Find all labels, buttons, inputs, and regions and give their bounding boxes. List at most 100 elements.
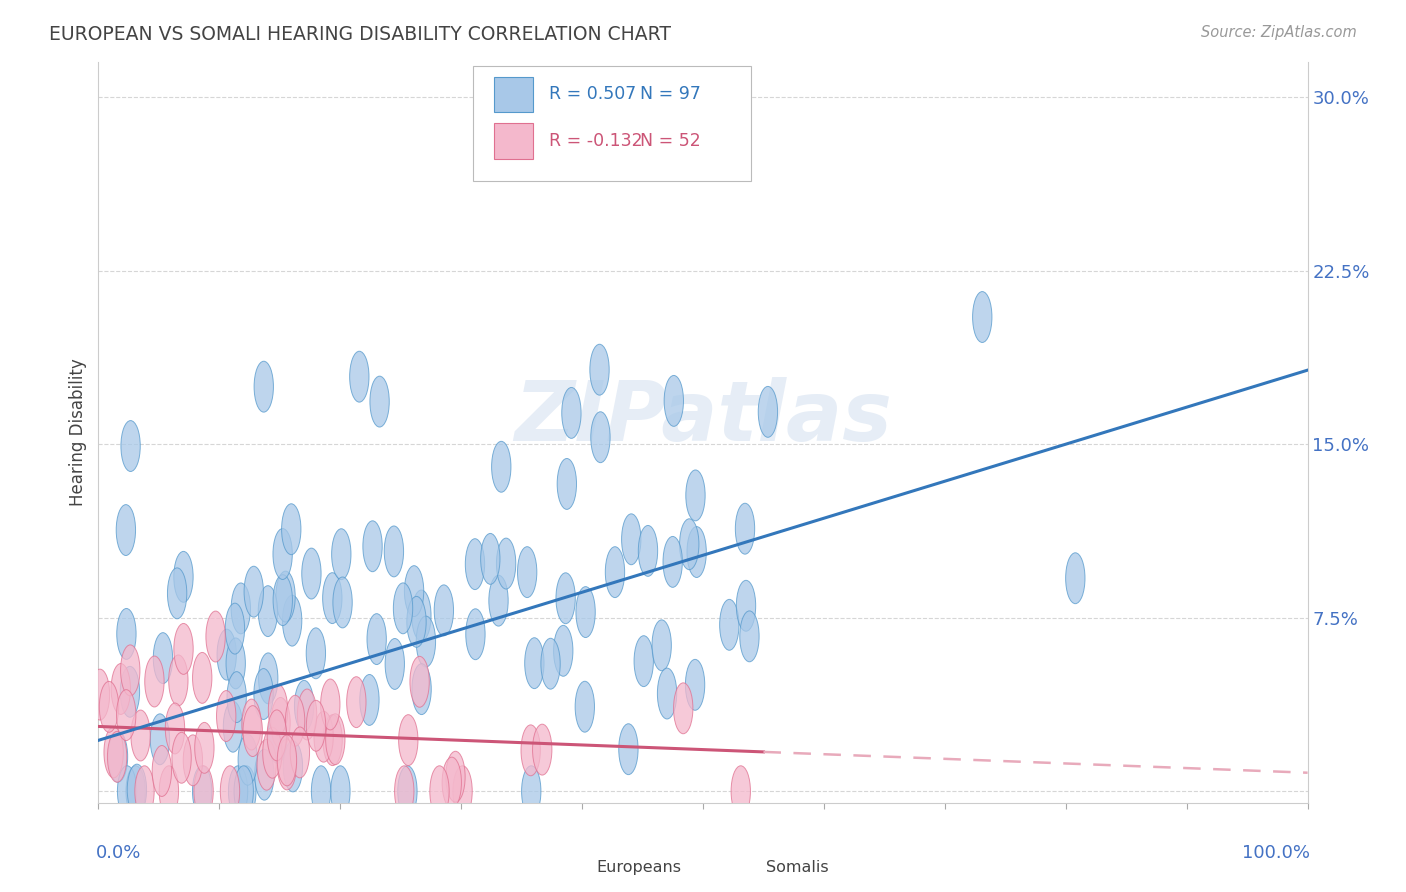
Ellipse shape xyxy=(638,525,658,576)
Ellipse shape xyxy=(153,632,173,683)
Ellipse shape xyxy=(686,470,706,521)
Ellipse shape xyxy=(131,710,150,761)
Ellipse shape xyxy=(554,625,572,676)
Ellipse shape xyxy=(740,611,759,662)
Ellipse shape xyxy=(273,529,292,580)
Ellipse shape xyxy=(225,603,245,654)
Text: Europeans: Europeans xyxy=(596,860,682,875)
FancyBboxPatch shape xyxy=(494,123,533,159)
Ellipse shape xyxy=(562,387,581,438)
Ellipse shape xyxy=(267,710,287,761)
Ellipse shape xyxy=(276,571,295,622)
Ellipse shape xyxy=(591,412,610,463)
Ellipse shape xyxy=(193,652,212,703)
Ellipse shape xyxy=(367,614,387,665)
Ellipse shape xyxy=(973,292,993,343)
Ellipse shape xyxy=(333,577,353,628)
FancyBboxPatch shape xyxy=(494,77,533,112)
Ellipse shape xyxy=(254,749,274,800)
Ellipse shape xyxy=(118,765,136,817)
Text: Somalis: Somalis xyxy=(766,860,828,875)
Ellipse shape xyxy=(166,703,184,754)
Ellipse shape xyxy=(326,714,344,764)
Ellipse shape xyxy=(758,386,778,437)
Text: N = 97: N = 97 xyxy=(640,86,702,103)
Ellipse shape xyxy=(167,568,187,619)
Ellipse shape xyxy=(360,674,380,725)
Ellipse shape xyxy=(159,765,179,817)
Ellipse shape xyxy=(434,585,454,636)
Ellipse shape xyxy=(652,620,671,671)
Ellipse shape xyxy=(658,668,676,719)
Ellipse shape xyxy=(277,739,297,790)
Ellipse shape xyxy=(465,609,485,660)
Ellipse shape xyxy=(90,669,110,720)
Ellipse shape xyxy=(412,664,432,714)
Ellipse shape xyxy=(108,731,128,782)
Ellipse shape xyxy=(226,672,246,723)
Ellipse shape xyxy=(720,599,740,650)
Ellipse shape xyxy=(664,376,683,426)
Ellipse shape xyxy=(231,583,250,634)
Text: N = 52: N = 52 xyxy=(640,132,700,150)
FancyBboxPatch shape xyxy=(474,66,751,181)
Ellipse shape xyxy=(183,735,202,786)
Ellipse shape xyxy=(621,514,641,565)
Ellipse shape xyxy=(350,351,368,402)
Ellipse shape xyxy=(634,636,654,687)
Text: R = 0.507: R = 0.507 xyxy=(550,86,637,103)
Ellipse shape xyxy=(311,765,330,817)
Ellipse shape xyxy=(135,765,155,817)
Text: Source: ZipAtlas.com: Source: ZipAtlas.com xyxy=(1201,25,1357,40)
Text: 0.0%: 0.0% xyxy=(96,844,142,862)
Ellipse shape xyxy=(481,533,501,584)
Y-axis label: Hearing Disability: Hearing Disability xyxy=(69,359,87,507)
Ellipse shape xyxy=(446,751,465,802)
Ellipse shape xyxy=(321,679,340,730)
Ellipse shape xyxy=(283,741,302,792)
Ellipse shape xyxy=(385,639,405,690)
Ellipse shape xyxy=(121,666,139,717)
Ellipse shape xyxy=(370,376,389,427)
Ellipse shape xyxy=(489,575,508,626)
Ellipse shape xyxy=(555,573,575,624)
Ellipse shape xyxy=(576,587,595,638)
Ellipse shape xyxy=(541,639,560,690)
Ellipse shape xyxy=(127,764,146,815)
Ellipse shape xyxy=(302,548,321,599)
Ellipse shape xyxy=(314,711,333,762)
Ellipse shape xyxy=(330,765,350,817)
Ellipse shape xyxy=(517,547,537,598)
Ellipse shape xyxy=(411,657,429,707)
Ellipse shape xyxy=(688,526,706,577)
Ellipse shape xyxy=(172,732,191,783)
Ellipse shape xyxy=(267,713,287,764)
Ellipse shape xyxy=(398,765,418,817)
Ellipse shape xyxy=(384,526,404,577)
Ellipse shape xyxy=(107,731,127,782)
Ellipse shape xyxy=(169,655,188,706)
Ellipse shape xyxy=(492,442,510,492)
Ellipse shape xyxy=(117,608,136,659)
Ellipse shape xyxy=(127,765,145,817)
Ellipse shape xyxy=(257,739,277,790)
Ellipse shape xyxy=(347,677,366,728)
Ellipse shape xyxy=(273,574,292,625)
Ellipse shape xyxy=(271,698,290,748)
Ellipse shape xyxy=(269,684,288,735)
Ellipse shape xyxy=(145,656,165,707)
Ellipse shape xyxy=(619,723,638,774)
Text: 100.0%: 100.0% xyxy=(1241,844,1310,862)
Ellipse shape xyxy=(236,765,256,817)
Ellipse shape xyxy=(412,590,432,641)
Ellipse shape xyxy=(121,645,141,696)
Ellipse shape xyxy=(405,566,423,616)
Ellipse shape xyxy=(254,669,273,720)
Text: ZIPatlas: ZIPatlas xyxy=(515,377,891,458)
Ellipse shape xyxy=(737,581,755,632)
Ellipse shape xyxy=(224,701,243,752)
Ellipse shape xyxy=(399,714,418,765)
Ellipse shape xyxy=(294,681,314,731)
Ellipse shape xyxy=(174,624,193,674)
Ellipse shape xyxy=(522,765,541,817)
